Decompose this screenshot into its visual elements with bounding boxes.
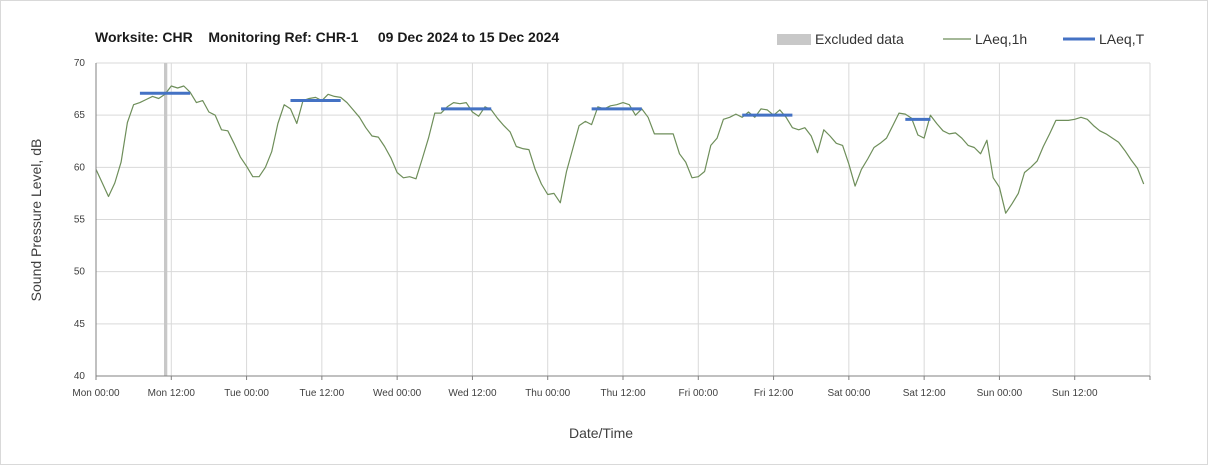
series-laeq-1h-line xyxy=(95,85,1145,214)
chart-title: Worksite: CHR Monitoring Ref: CHR-1 09 D… xyxy=(95,29,559,45)
x-tick-label: Thu 12:00 xyxy=(600,388,645,399)
x-tick-label: Sat 12:00 xyxy=(903,388,946,399)
x-tick-label: Sun 00:00 xyxy=(977,388,1023,399)
y-tick-label: 55 xyxy=(74,215,86,226)
x-tick-label: Mon 12:00 xyxy=(148,388,196,399)
x-tick-label: Tue 12:00 xyxy=(300,388,345,399)
y-axis-label: Sound Pressure Level, dB xyxy=(28,139,44,302)
legend-excluded-label: Excluded data xyxy=(815,31,904,47)
y-tick-label: 65 xyxy=(74,110,86,121)
x-tick-label: Fri 12:00 xyxy=(754,388,794,399)
x-axis-label: Date/Time xyxy=(569,425,633,441)
x-tick-label: Thu 00:00 xyxy=(525,388,570,399)
y-tick-label: 45 xyxy=(74,319,86,330)
x-tick-label: Tue 00:00 xyxy=(224,388,269,399)
legend-period-label: LAeq,T xyxy=(1099,31,1145,47)
y-tick-label: 40 xyxy=(74,371,86,382)
legend-excluded-swatch xyxy=(777,34,811,45)
x-tick-label: Mon 00:00 xyxy=(72,388,120,399)
series-layer xyxy=(95,85,1145,214)
grid-layer xyxy=(96,62,1151,377)
y-tick-label: 50 xyxy=(74,267,86,278)
legend-hourly-label: LAeq,1h xyxy=(975,31,1027,47)
axis-layer xyxy=(95,63,1151,380)
y-tick-label: 60 xyxy=(74,162,86,173)
x-tick-label: Wed 00:00 xyxy=(373,388,422,399)
excluded-band xyxy=(164,63,168,376)
x-tick-label: Sat 00:00 xyxy=(827,388,870,399)
x-tick-label: Fri 00:00 xyxy=(679,388,719,399)
excluded-layer xyxy=(164,63,168,376)
legend: Excluded data LAeq,1h LAeq,T xyxy=(777,31,1145,47)
x-tick-label: Sun 12:00 xyxy=(1052,388,1098,399)
tick-labels: 40 45 50 55 60 65 70 Mon 00:00 Mon 12:00 Tue 00:0… xyxy=(72,58,1098,399)
y-tick-label: 70 xyxy=(74,58,86,69)
x-tick-label: Wed 12:00 xyxy=(448,388,497,399)
